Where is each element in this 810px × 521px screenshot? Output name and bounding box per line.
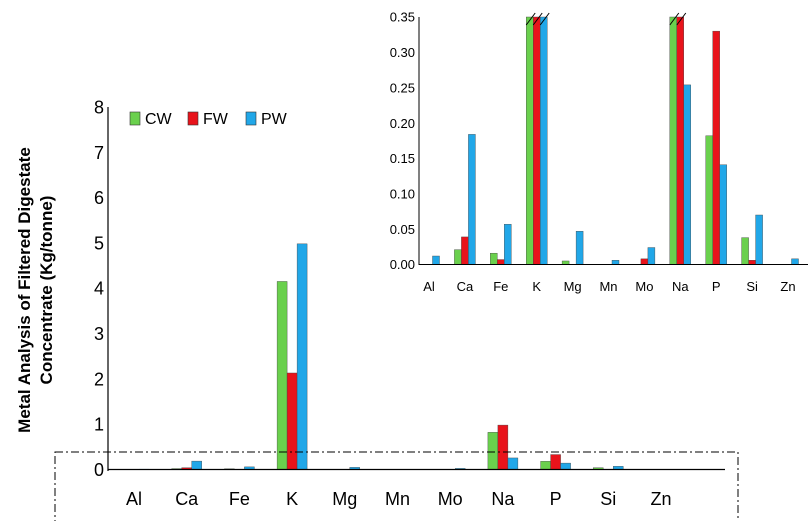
inset-break-mark — [532, 12, 543, 26]
inset-bar-cw-ca — [454, 249, 462, 265]
inset-y-tick-label: 0.10 — [390, 186, 415, 201]
y-axis-label-line1: Metal Analysis of Filtered Digestate — [15, 147, 34, 433]
main-x-tick-label: P — [550, 489, 562, 509]
legend-label-cw: CW — [145, 111, 173, 128]
inset-y-tick-label: 0.35 — [390, 10, 415, 25]
inset-bar-cw-p — [705, 135, 713, 265]
main-bar-cw-na — [487, 432, 499, 470]
inset-bar-cw-k — [526, 16, 534, 265]
inset-bar-pw-zn — [791, 258, 799, 265]
inset-bar-pw-fe — [504, 223, 512, 265]
main-x-tick-label: Zn — [650, 489, 671, 509]
inset-y-tick-label: 0.20 — [390, 116, 415, 131]
main-x-tick-label: Mn — [385, 489, 410, 509]
inset-bar-pw-p — [719, 164, 727, 265]
inset-break-mark — [525, 12, 536, 26]
main-y-tick-label: 2 — [94, 369, 104, 389]
main-y-tick-label: 6 — [94, 188, 104, 208]
main-y-tick-label: 8 — [94, 97, 104, 117]
inset-bar-pw-mn — [611, 260, 620, 265]
main-x-tick-label: Na — [491, 489, 515, 509]
inset-bar-fw-k — [533, 16, 541, 265]
inset-bar-fw-p — [712, 30, 720, 265]
inset-x-tick-label: Na — [672, 279, 689, 294]
inset-bar-cw-mg — [561, 260, 570, 265]
inset-x-tick-label: Mo — [635, 279, 653, 294]
main-y-tick-label: 1 — [94, 415, 104, 435]
main-bar-fw-k — [286, 372, 298, 470]
main-bar-pw-na — [507, 457, 519, 470]
main-x-ticks: Al Ca Fe K Mg Mn Mo Na P Si Zn — [126, 489, 672, 509]
inset-break-marks — [525, 12, 687, 26]
inset-y-tick-label: 0.00 — [390, 257, 415, 272]
main-x-tick-label: Ca — [175, 489, 199, 509]
inset-bar-cw-si — [741, 237, 749, 265]
inset-bar-pw-al — [432, 255, 440, 265]
inset-break-mark — [669, 12, 680, 26]
main-x-tick-label: Mg — [332, 489, 357, 509]
inset-x-tick-label: Zn — [780, 279, 795, 294]
inset-bar-cw-na — [669, 16, 677, 265]
main-x-tick-label: Fe — [229, 489, 250, 509]
inset-x-tick-label: P — [712, 279, 721, 294]
inset-x-tick-label: Fe — [493, 279, 508, 294]
main-y-tick-label: 5 — [94, 233, 104, 253]
inset-y-tick-label: 0.15 — [390, 151, 415, 166]
inset-y-tick-label: 0.30 — [390, 45, 415, 60]
inset-break-mark — [539, 12, 550, 26]
inset-bar-cw-fe — [490, 252, 498, 265]
main-y-ticks: 0 1 2 3 4 5 6 7 8 — [94, 97, 104, 480]
y-axis-label-line2: Concentrate (Kg/tonne) — [37, 196, 56, 385]
inset-bar-pw-k — [540, 16, 548, 265]
inset-y-tick-label: 0.25 — [390, 80, 415, 95]
inset-x-tick-label: Mn — [599, 279, 617, 294]
legend-label-fw: FW — [203, 111, 229, 128]
legend-label-pw: PW — [261, 111, 288, 128]
inset-x-tick-label: Si — [746, 279, 758, 294]
main-bars — [139, 243, 676, 470]
inset-x-tick-label: Ca — [457, 279, 474, 294]
inset-bar-pw-ca — [468, 134, 476, 265]
inset-y-tick-label: 0.05 — [390, 222, 415, 237]
inset-bar-fw-si — [748, 260, 756, 265]
inset-chart: 0.00 0.05 0.10 0.15 0.20 0.25 0.30 0.35 Al Ca Fe K… — [390, 10, 808, 294]
main-y-tick-label: 0 — [94, 460, 104, 480]
main-bar-pw-ca — [191, 460, 202, 470]
inset-x-tick-label: K — [532, 279, 541, 294]
main-x-tick-label: Al — [126, 489, 142, 509]
main-y-tick-label: 3 — [94, 324, 104, 344]
main-bar-fw-na — [497, 424, 509, 470]
inset-x-ticks: Al Ca Fe K Mg Mn Mo Na P Si Zn — [423, 279, 795, 294]
inset-bar-pw-mg — [575, 231, 584, 265]
main-y-tick-label: 4 — [94, 279, 104, 299]
inset-bar-fw-fe — [497, 259, 505, 265]
legend-swatch-cw — [129, 111, 141, 126]
main-bar-cw-p — [540, 461, 551, 470]
inset-y-ticks: 0.00 0.05 0.10 0.15 0.20 0.25 0.30 0.35 — [390, 10, 415, 272]
inset-bar-fw-ca — [461, 236, 469, 265]
inset-x-tick-label: Mg — [564, 279, 582, 294]
main-bar-cw-k — [276, 281, 288, 470]
legend-swatch-fw — [187, 111, 199, 126]
inset-bar-pw-si — [755, 214, 763, 265]
inset-bar-pw-mo — [647, 247, 656, 265]
main-y-tick-label: 7 — [94, 143, 104, 163]
inset-bar-fw-mo — [640, 258, 649, 265]
main-x-tick-label: Mo — [438, 489, 463, 509]
main-bar-pw-p — [560, 462, 571, 470]
inset-break-mark — [676, 12, 687, 26]
legend: CW FW PW — [129, 111, 288, 128]
zoom-region-box — [54, 451, 739, 521]
legend-swatch-pw — [245, 111, 257, 126]
inset-x-tick-label: Al — [423, 279, 435, 294]
inset-bars — [432, 16, 799, 265]
main-x-tick-label: Si — [600, 489, 616, 509]
main-bar-pw-k — [296, 243, 308, 470]
inset-bar-fw-na — [676, 16, 684, 265]
main-bar-fw-p — [550, 454, 561, 470]
main-x-tick-label: K — [286, 489, 298, 509]
main-chart: Metal Analysis of Filtered Digestate Con… — [15, 97, 725, 509]
inset-bar-pw-na — [683, 84, 691, 265]
